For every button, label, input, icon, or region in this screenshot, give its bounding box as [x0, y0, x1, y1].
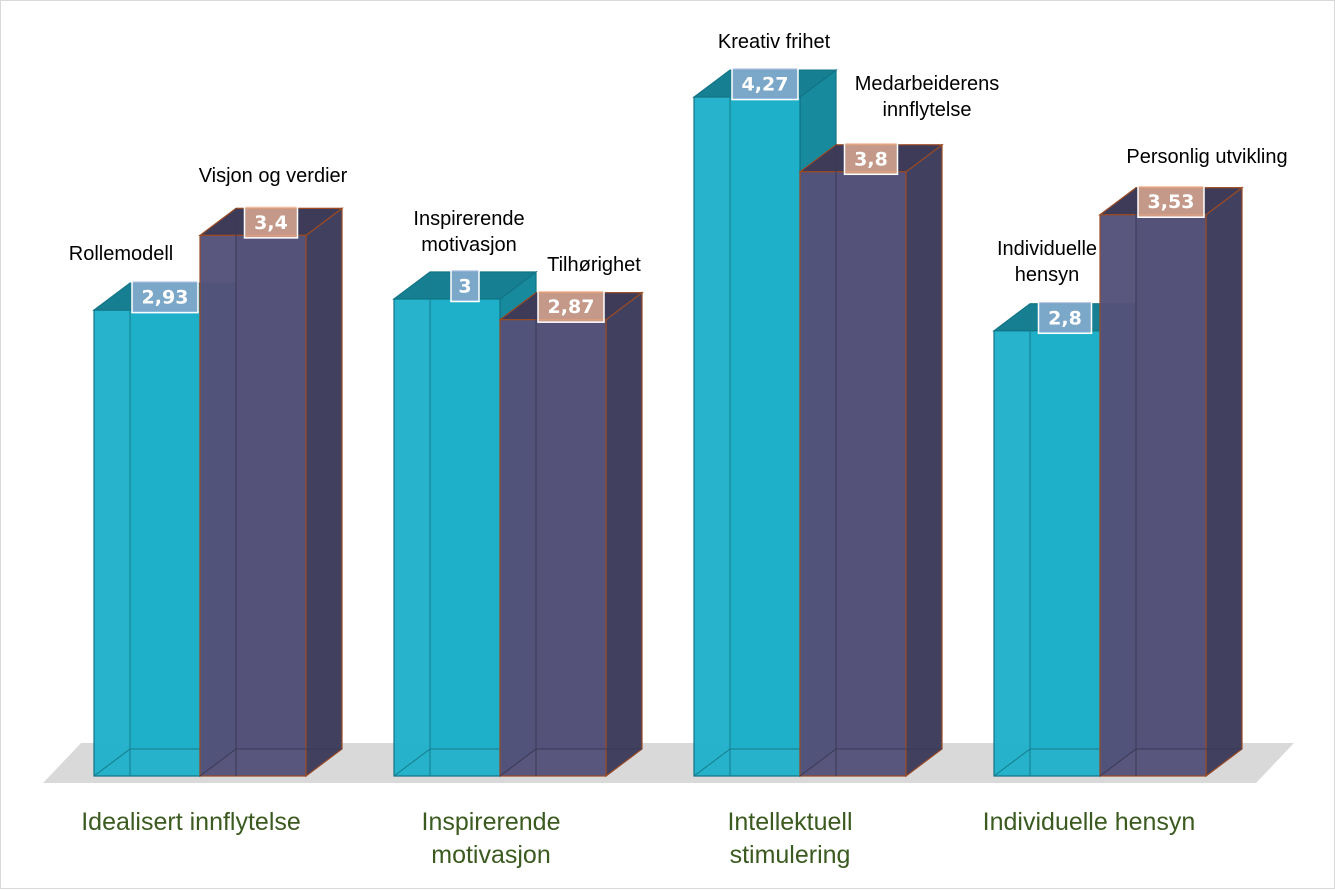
bar-inner-edge — [993, 748, 1031, 777]
category-label: Individuelle hensyn — [983, 808, 1196, 836]
bar-name-label: Tilhørighet — [547, 254, 641, 276]
bar-front-face — [199, 234, 307, 777]
bar-name-line: Individuelle — [997, 238, 1097, 260]
value-label-box — [731, 66, 799, 101]
value-label-text: 3,4 — [254, 212, 288, 234]
bar-name-label: Personlig utvikling — [1126, 146, 1287, 168]
bar-front-face — [1099, 214, 1207, 777]
value-label-box — [243, 205, 299, 239]
bar-name-line: Inspirerende — [413, 208, 524, 230]
category-label-line: Individuelle hensyn — [983, 808, 1196, 836]
value-label-2-1: 3 — [450, 268, 480, 303]
bar-inner-edge — [499, 748, 537, 777]
bar-1-2 — [198, 207, 344, 778]
bar-inner-edge — [93, 748, 131, 777]
bar-name-line: innflytelse — [883, 99, 972, 121]
bar-2-2 — [498, 291, 644, 778]
bar-name-line: Kreativ frihet — [718, 31, 831, 53]
bar-name-label: Rollemodell — [69, 243, 174, 265]
value-label-text: 4,27 — [742, 74, 789, 96]
value-label-text: 2,87 — [548, 296, 595, 318]
bar-inner-edge — [199, 748, 237, 777]
value-label-2-2: 2,87 — [537, 289, 605, 323]
bar-side-face — [605, 291, 643, 778]
value-label-text: 3,53 — [1148, 191, 1195, 213]
bar-name-label: Individuelle hensyn — [997, 238, 1097, 286]
bar-name-line: motivasjon — [421, 234, 517, 256]
category-label-line: Intellektuell — [727, 808, 852, 836]
category-label: Idealisert innflytelse — [81, 808, 301, 836]
bar-front-face — [93, 309, 201, 777]
bar-inner-edge — [799, 748, 837, 777]
bar-side-face — [905, 143, 943, 778]
value-label-box — [1137, 184, 1205, 218]
bar-3-2 — [798, 143, 944, 778]
value-label-box — [450, 268, 480, 303]
category-label-line: Inspirerende — [422, 808, 561, 836]
bar-front-face — [693, 96, 801, 777]
bar-name-line: hensyn — [1015, 264, 1080, 286]
bar-side-face — [305, 207, 343, 778]
bar-name-line: Personlig utvikling — [1126, 146, 1287, 168]
value-label-text: 3,8 — [854, 148, 888, 170]
bar-inner-edge — [393, 748, 431, 777]
value-label-text: 3 — [458, 276, 471, 298]
bar-side-face — [1205, 186, 1243, 778]
value-label-box — [537, 289, 605, 323]
bar-name-line: Medarbeiderens — [855, 73, 1000, 95]
category-label-line: motivasjon — [431, 841, 551, 869]
bar-name-line: Rollemodell — [69, 243, 174, 265]
value-label-3-2: 3,8 — [843, 141, 899, 176]
bar-front-face — [993, 330, 1101, 777]
bar-4-2 — [1098, 186, 1244, 778]
bar-inner-edge — [1099, 748, 1137, 777]
bar-front-face — [393, 298, 501, 777]
category-label: Intellektuell stimulering — [727, 808, 852, 869]
value-label-4-1: 2,8 — [1037, 300, 1093, 335]
bar-front-face — [799, 171, 907, 777]
bar-front-face — [499, 319, 607, 777]
bar-name-label: Medarbeiderens innflytelse — [855, 73, 1000, 121]
bar-name-label: Kreativ frihet — [718, 31, 831, 53]
chart-floor — [43, 743, 1294, 783]
value-label-text: 2,8 — [1048, 307, 1082, 329]
bar-inner-edge — [693, 748, 731, 777]
value-label-1-2: 3,4 — [243, 205, 299, 239]
value-label-box — [131, 279, 199, 314]
bar-name-label: Visjon og verdier — [199, 165, 348, 187]
value-label-text: 2,93 — [142, 287, 189, 309]
bar-name-line: Tilhørighet — [547, 254, 641, 276]
category-label-line: Idealisert innflytelse — [81, 808, 301, 836]
bar-name-line: Visjon og verdier — [199, 165, 348, 187]
category-label-line: stimulering — [730, 841, 851, 869]
category-label: Inspirerende motivasjon — [422, 808, 561, 869]
value-label-3-1: 4,27 — [731, 66, 799, 101]
bar-name-label: Inspirerende motivasjon — [413, 208, 524, 256]
value-label-1-1: 2,93 — [131, 279, 199, 314]
value-label-box — [843, 141, 899, 176]
value-label-4-2: 3,53 — [1137, 184, 1205, 218]
value-label-box — [1037, 300, 1093, 335]
